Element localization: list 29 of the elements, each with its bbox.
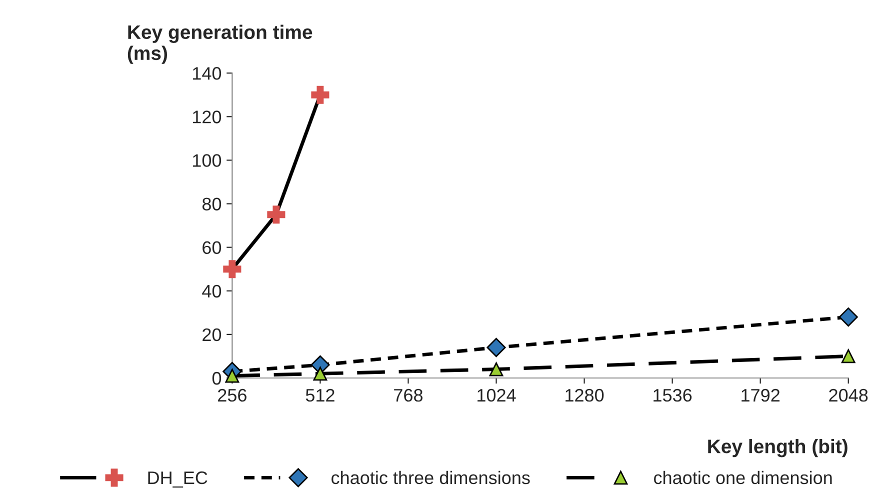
y-tick-label: 60 — [202, 241, 222, 254]
x-tick-label: 1024 — [478, 388, 516, 402]
y-tick-label: 80 — [202, 198, 222, 210]
x-tick-label: 1280 — [566, 388, 604, 402]
x-tick-label: 1536 — [654, 388, 692, 402]
y-tick-label: 100 — [193, 154, 222, 167]
point — [486, 338, 506, 358]
point — [267, 206, 286, 224]
point — [313, 366, 328, 381]
legend-label: DH_EC — [148, 471, 208, 488]
point — [841, 349, 856, 364]
x-tick-label: 256 — [218, 388, 246, 402]
legend-label: chaotic one dimension — [654, 470, 832, 484]
x-tick-label: 1792 — [742, 388, 780, 402]
point — [489, 362, 504, 376]
x-tick-label: 768 — [394, 388, 423, 402]
legend-label: chaotic three dimensions — [332, 470, 530, 484]
y-tick-label: 40 — [202, 284, 222, 298]
y-tick-label: 0 — [212, 372, 222, 385]
y-axis-title: Key generation time (ms) — [128, 24, 312, 64]
point — [838, 307, 858, 327]
x-tick-label: 512 — [306, 388, 334, 402]
y-tick-label: 140 — [193, 67, 222, 80]
point — [311, 86, 330, 104]
y-tick-label: 120 — [193, 110, 222, 124]
y-tick-label: 20 — [202, 328, 222, 342]
x-axis-title: Key length (bit) — [708, 438, 848, 458]
x-tick-label: 2048 — [829, 388, 868, 402]
point — [223, 260, 242, 278]
